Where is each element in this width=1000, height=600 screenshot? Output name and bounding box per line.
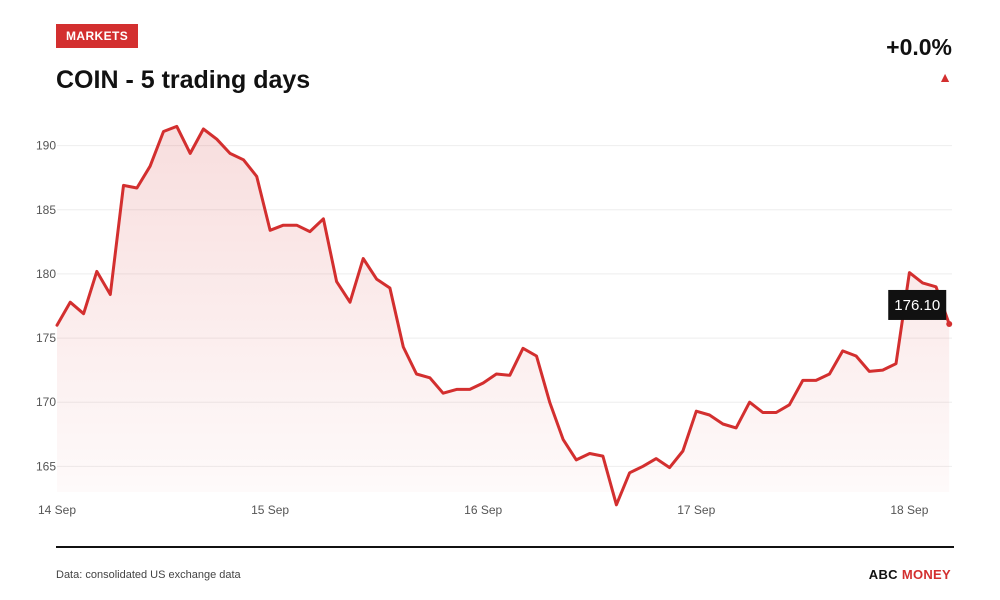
- last-price-marker: [946, 320, 953, 327]
- price-area: [57, 126, 950, 505]
- price-chart: 165 170 175 180 185 190 14 Sep 15 Sep 16 Sep 17 …: [36, 124, 953, 517]
- price-change: +0.0%: [886, 34, 952, 60]
- x-tick-label: 15 Sep: [251, 503, 289, 517]
- y-tick-label: 175: [36, 331, 56, 345]
- last-price-label: 176.10: [888, 289, 947, 320]
- y-tick-label: 165: [36, 459, 56, 473]
- brand-logo: ABC MONEY: [869, 567, 951, 582]
- footer-divider: [56, 546, 954, 548]
- y-tick-label: 185: [36, 203, 56, 217]
- x-tick-label: 16 Sep: [464, 503, 502, 517]
- y-tick-label: 180: [36, 267, 56, 281]
- source-note: Data: consolidated US exchange data: [56, 569, 241, 581]
- triangle-up-icon: ▲: [938, 69, 952, 85]
- brand-part-1: ABC: [868, 567, 898, 582]
- y-tick-label: 190: [36, 139, 56, 153]
- x-tick-label: 18 Sep: [890, 503, 928, 517]
- x-tick-label: 14 Sep: [38, 503, 76, 517]
- svg-text:176.10: 176.10: [894, 297, 940, 314]
- x-tick-label: 17 Sep: [677, 503, 715, 517]
- brand-part-2: MONEY: [901, 567, 951, 582]
- chart-title: COIN - 5 trading days: [56, 66, 311, 94]
- price-line: [55, 124, 951, 507]
- section-badge: MARKETS: [56, 24, 139, 48]
- y-tick-label: 170: [36, 395, 56, 409]
